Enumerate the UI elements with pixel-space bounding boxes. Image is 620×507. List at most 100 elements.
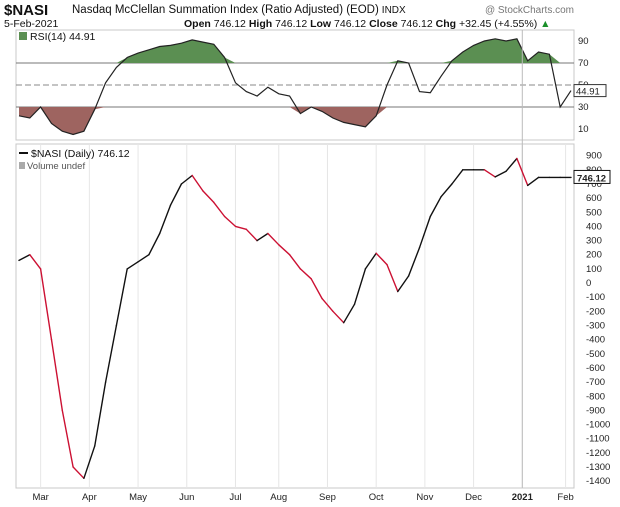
index-name: Nasdaq McClellan Summation Index (Ratio … <box>72 4 379 16</box>
price-segment <box>375 252 388 266</box>
price-tick-label: -1000 <box>586 420 610 431</box>
month-tick-label: Jul <box>229 492 241 503</box>
month-tick-label: Nov <box>416 492 433 503</box>
rsi-legend: RSI(14) 44.91 <box>19 31 96 43</box>
price-segment <box>256 232 269 242</box>
price-segment <box>418 215 431 249</box>
rsi-last-value: 44.91 <box>576 87 600 98</box>
price-tick-label: -600 <box>586 363 605 374</box>
exchange-label: INDX <box>381 5 406 16</box>
price-segment <box>180 174 193 185</box>
price-segment <box>83 445 96 479</box>
price-tick-label: -800 <box>586 391 605 402</box>
quote-date: 5-Feb-2021 <box>4 18 59 30</box>
chart-symbol: $NASI <box>4 2 49 19</box>
price-tick-label: -500 <box>586 349 605 360</box>
price-segment <box>386 263 399 293</box>
price-segment <box>343 303 356 324</box>
price-segment <box>245 228 258 242</box>
price-segment <box>126 261 139 270</box>
price-tick-label: 700 <box>586 179 602 190</box>
price-segment <box>50 338 63 412</box>
price-segment <box>353 268 367 305</box>
quote-chg: Chg +32.45 (+4.55%) ▲ <box>435 18 551 30</box>
price-segment <box>104 324 118 383</box>
price-month-gridlines <box>40 30 567 488</box>
price-legend-text: $NASI (Daily) 746.12 <box>31 148 130 160</box>
price-segment <box>364 252 377 270</box>
price-tick-label: -1400 <box>586 476 610 487</box>
price-segment <box>451 169 464 185</box>
month-tick-label: May <box>129 492 147 503</box>
rsi-shading <box>19 38 571 135</box>
price-tick-label: -900 <box>586 405 605 416</box>
rsi-line <box>18 38 572 136</box>
price-segment <box>169 183 183 206</box>
price-segment <box>267 232 280 246</box>
price-last-value-box <box>573 169 611 184</box>
price-segment <box>527 176 540 187</box>
price-tick-label: 100 <box>586 264 602 275</box>
volume-legend-text: Volume undef <box>27 161 85 172</box>
price-segment <box>321 297 334 312</box>
price-tick-label: 900 <box>586 151 602 162</box>
month-tick-label: Oct <box>369 492 384 503</box>
price-tick-label: -400 <box>586 335 605 346</box>
price-tick-label: 0 <box>586 278 591 289</box>
price-tick-label: 300 <box>586 236 602 247</box>
price-segment <box>202 190 215 204</box>
price-tick-label: 200 <box>586 250 602 261</box>
rsi-tick-label: 90 <box>578 36 589 47</box>
price-segment <box>407 246 421 277</box>
month-tick-label: 2021 <box>512 492 534 503</box>
rsi-legend-text: RSI(14) 44.91 <box>30 31 96 43</box>
price-segment <box>278 244 291 256</box>
price-segment <box>310 278 323 300</box>
price-segment <box>516 157 529 187</box>
price-segment <box>29 253 42 270</box>
price-tick-label: -200 <box>586 306 605 317</box>
quote-low: Low 746.12 <box>310 18 370 30</box>
rsi-legend-swatch <box>19 32 27 40</box>
month-tick-label: Dec <box>465 492 482 503</box>
price-segment <box>234 225 248 231</box>
month-axis-ticks: Mar Apr May Jun Jul Aug Sep Oct Nov Dec 2021 Feb <box>32 492 573 503</box>
month-tick-label: Feb <box>557 492 573 503</box>
price-segment <box>18 253 31 262</box>
price-last-value: 746.12 <box>577 173 606 184</box>
chart-name: Nasdaq McClellan Summation Index (Ratio … <box>72 4 406 16</box>
month-tick-label: Sep <box>319 492 336 503</box>
price-segment <box>137 253 150 263</box>
quote-close: Close 746.12 <box>369 18 436 30</box>
price-tick-label: -1300 <box>586 462 610 473</box>
price-segment <box>494 170 507 178</box>
rsi-last-value-tag: 44.91 <box>573 84 607 98</box>
price-segment <box>72 466 85 479</box>
quote-bar: Open 746.12 High 746.12 Low 746.12 Close… <box>184 18 551 30</box>
rsi-last-value-box <box>573 84 607 98</box>
price-segment <box>440 183 453 198</box>
rsi-panel: 1030507090 RSI(14) 44.91 44.91 <box>15 29 607 141</box>
price-segment <box>158 204 172 235</box>
price-tick-label: -700 <box>586 377 605 388</box>
price-segment <box>115 268 128 327</box>
month-tick-label: Mar <box>32 492 48 503</box>
price-segment <box>483 169 496 178</box>
price-segment <box>505 157 518 172</box>
price-tick-label: -1100 <box>586 434 610 445</box>
price-axis-ticks: 9008007006005004003002001000-100-200-300… <box>586 151 610 488</box>
price-segment <box>223 215 237 228</box>
price-tick-label: -300 <box>586 320 605 331</box>
price-tick-label: -1200 <box>586 448 610 459</box>
price-segment <box>299 268 312 280</box>
rsi-oversold-fill <box>19 107 571 135</box>
price-segment <box>332 310 345 324</box>
price-line <box>18 157 572 479</box>
price-tick-label: 500 <box>586 207 602 218</box>
copyright-label: @ StockCharts.com <box>484 5 574 16</box>
price-segment <box>288 253 302 270</box>
rsi-tick-label: 70 <box>578 58 589 69</box>
price-segment <box>61 409 74 468</box>
price-tick-label: 400 <box>586 221 602 232</box>
